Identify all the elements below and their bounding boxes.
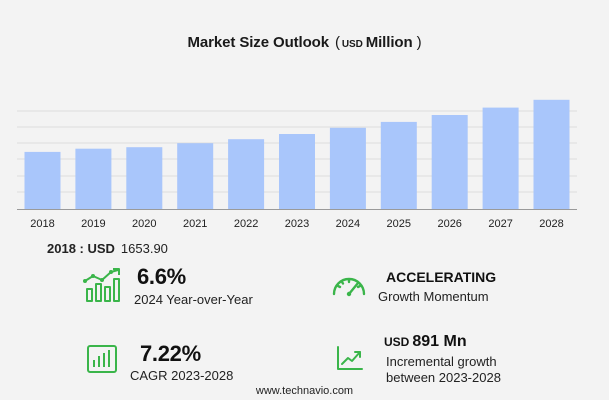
x-tick-label-2026: 2026 — [437, 218, 461, 230]
speedometer-icon — [332, 277, 366, 297]
bar-2024 — [329, 127, 366, 209]
bar-2025 — [380, 121, 417, 209]
base-year-label: 2018 : USD — [47, 241, 115, 256]
x-tick-label-2022: 2022 — [234, 218, 258, 230]
x-tick-label-2024: 2024 — [336, 218, 360, 230]
x-tick-label-2023: 2023 — [285, 218, 309, 230]
bar-2021 — [177, 143, 214, 209]
bar-2020 — [126, 147, 163, 209]
x-tick-label-2021: 2021 — [183, 218, 207, 230]
base-year-amount: 1653.90 — [120, 241, 168, 256]
chart-title-text: Market Size Outlook — [187, 34, 330, 51]
chart-bars — [24, 99, 570, 209]
base-year-value: 2018 : USD 1653.90 — [47, 241, 168, 256]
title-unit-main: Million — [365, 34, 413, 51]
x-tick-labels: 2018 2019 2020 2021 2022 2023 2024 2025 2026 2027… — [30, 218, 563, 230]
bar-2026 — [431, 115, 468, 209]
chart-title: Market Size Outlook(USD Million ) — [0, 34, 609, 51]
incremental-value-line: USD 891 Mn — [384, 333, 467, 351]
bar-2028 — [533, 99, 570, 209]
yoy-label-block: 2024 Year-over-Year — [134, 292, 253, 308]
yoy-label: 2024 Year-over-Year — [134, 292, 253, 307]
cagr-label-block: CAGR 2023-2028 — [130, 368, 233, 384]
incremental-label-block: Incremental growth between 2023-2028 — [386, 354, 501, 386]
momentum-label: Growth Momentum — [378, 289, 489, 304]
x-tick-label-2019: 2019 — [81, 218, 105, 230]
incremental-stat: USD 891 Mn — [384, 333, 467, 351]
momentum-label-block: Growth Momentum — [378, 289, 489, 305]
momentum-stat: ACCELERATING — [386, 269, 496, 285]
momentum-value: ACCELERATING — [386, 269, 497, 285]
line-chart-up-icon — [337, 346, 363, 370]
x-tick-label-2027: 2027 — [488, 218, 512, 230]
cagr-stat: 7.22% — [140, 341, 201, 367]
x-tick-label-2020: 2020 — [132, 218, 156, 230]
bar-chart-growth-icon — [83, 268, 120, 302]
yoy-value: 6.6% — [137, 264, 186, 289]
x-tick-label-2028: 2028 — [539, 218, 563, 230]
bar-2027 — [482, 107, 519, 209]
bar-2019 — [75, 148, 112, 209]
incremental-label-1: Incremental growth — [386, 354, 497, 369]
incremental-label-2: between 2023-2028 — [386, 370, 501, 385]
incremental-currency: USD — [384, 335, 410, 349]
x-tick-label-2025: 2025 — [387, 218, 411, 230]
bar-2022 — [228, 139, 265, 209]
bar-2023 — [279, 134, 315, 209]
bar-chart: 2018 2019 2020 2021 2022 2023 2024 2025 2026 2027… — [17, 99, 577, 230]
footer-url: www.technavio.com — [255, 385, 354, 397]
title-unit-prefix: USD — [341, 39, 363, 50]
incremental-value: 891 Mn — [412, 333, 467, 350]
cagr-label: CAGR 2023-2028 — [130, 368, 234, 383]
yoy-stat: 6.6% — [137, 264, 186, 290]
x-tick-label-2018: 2018 — [30, 218, 54, 230]
title-unit: (USD Million ) — [334, 34, 422, 51]
bar-chart-icon — [87, 345, 117, 373]
cagr-value: 7.22% — [140, 341, 201, 366]
bar-2018 — [24, 151, 61, 209]
